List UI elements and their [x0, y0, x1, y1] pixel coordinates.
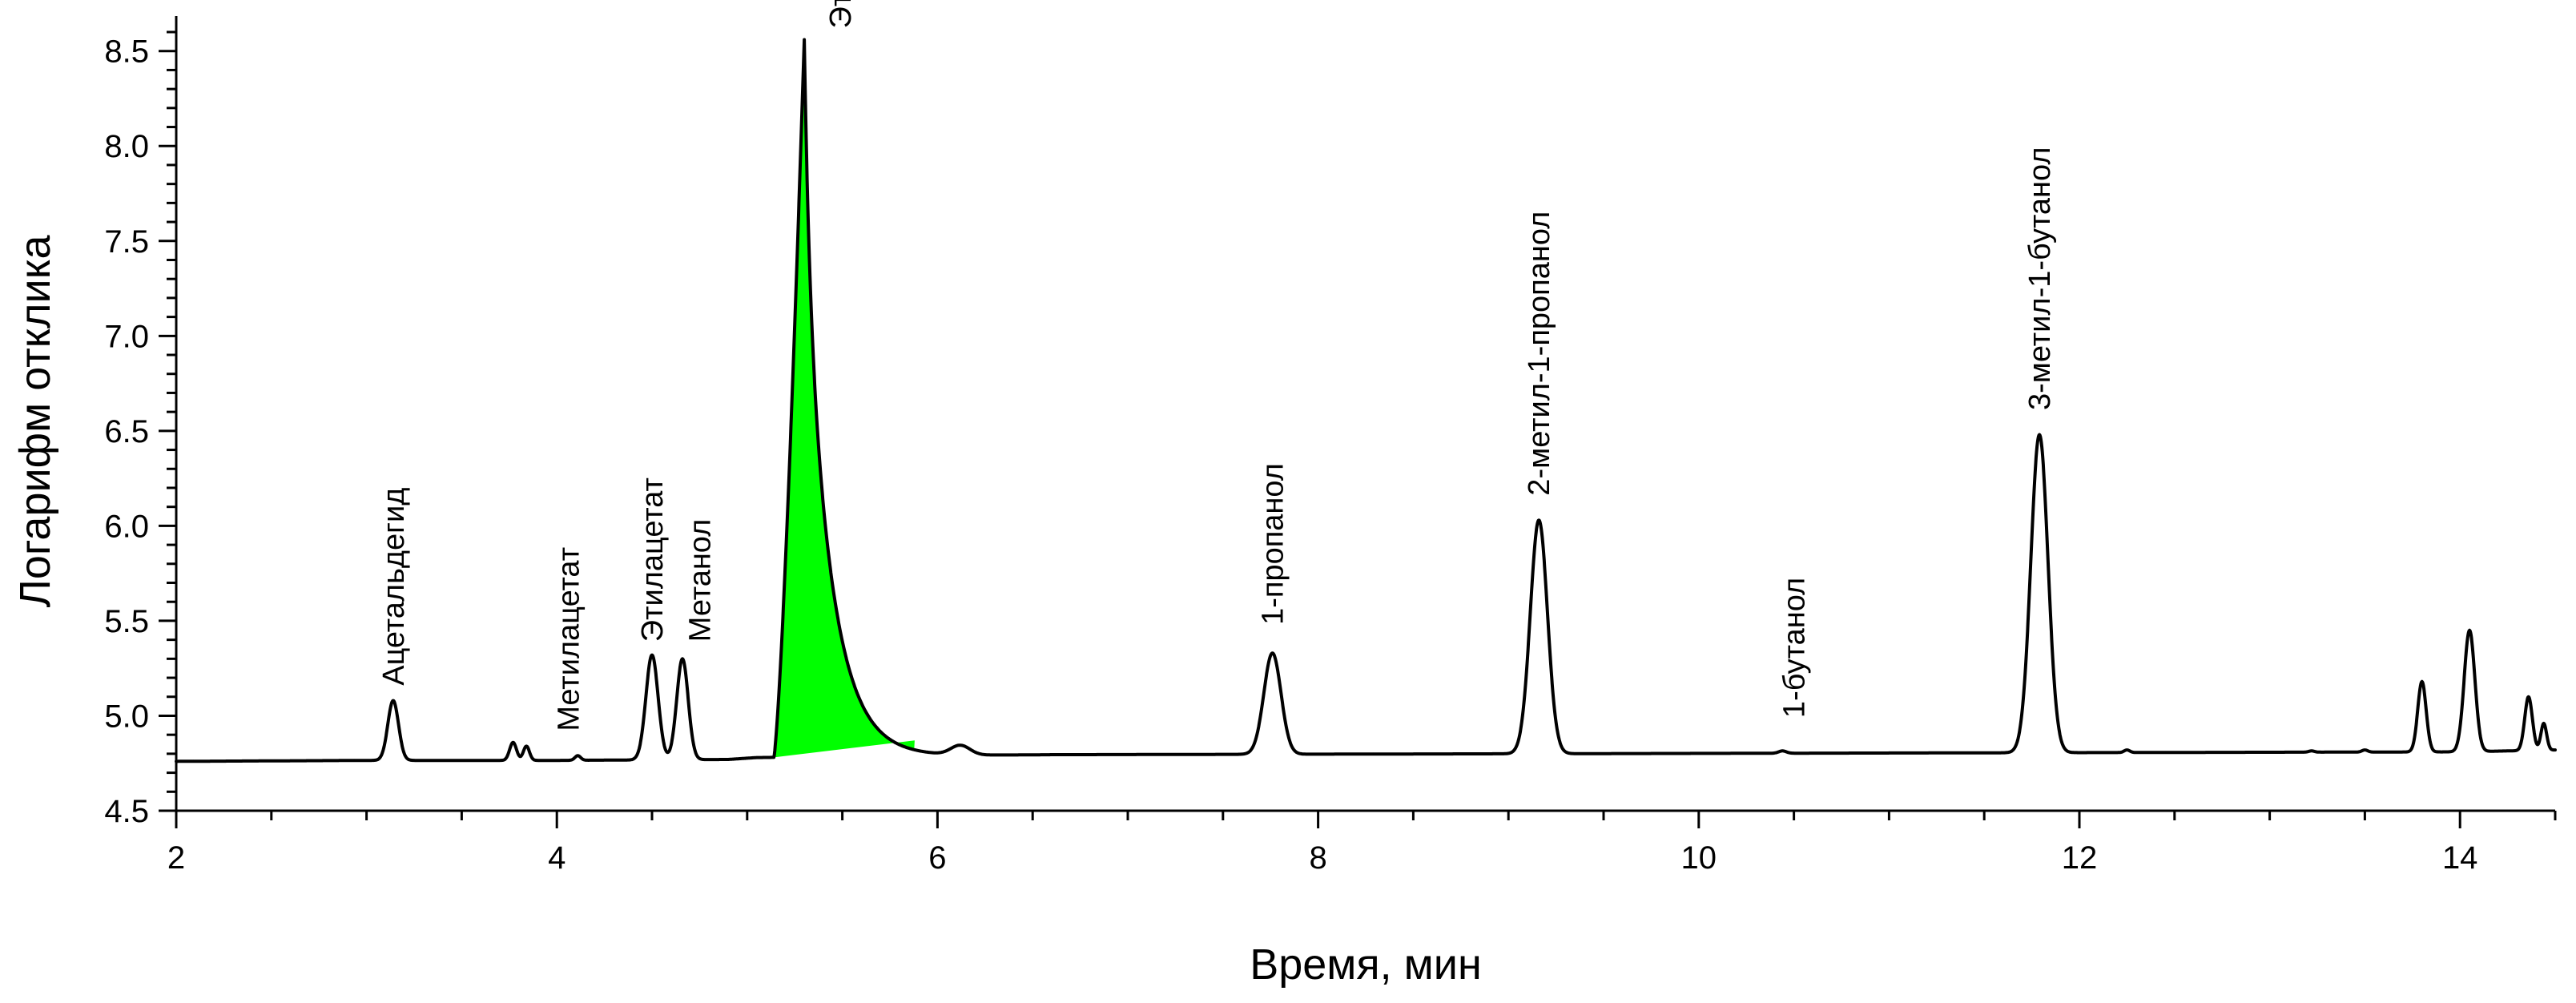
tick-marks	[159, 30, 2557, 828]
peak-label: 1-бутанол	[1778, 578, 1812, 718]
y-tick-label: 8.5	[104, 34, 149, 70]
y-tick-label: 5.5	[104, 604, 149, 639]
peak-annotations: Ацетальдегид Метилацетат Этилацетат Метанол…	[377, 0, 2057, 731]
y-tick-label: 4.5	[104, 794, 149, 829]
axes	[175, 16, 2555, 812]
x-tick-label: 12	[2062, 840, 2098, 876]
y-tick-label: 7.0	[104, 319, 149, 354]
peak-label: Этилацетат	[636, 477, 670, 642]
chromatogram-trace	[175, 38, 2557, 763]
y-tick-label: 8.0	[104, 129, 149, 164]
x-tick-label: 4	[548, 840, 566, 876]
tick-labels: 2 4 6 8 10 12 14 4.5 5.0 5.5 6.0 6.5 7.0 7.5 8.0 8.5	[104, 34, 2477, 876]
peak-label: 1-пропанол	[1257, 463, 1290, 625]
peak-label: Метанол	[683, 519, 717, 642]
x-tick-label: 6	[928, 840, 946, 876]
x-tick-label: 2	[167, 840, 185, 876]
ethanol-peak-area	[774, 39, 915, 758]
y-tick-label: 6.5	[104, 414, 149, 449]
y-axis-title: Логарифм отклика	[11, 234, 59, 607]
y-tick-label: 6.0	[104, 509, 149, 544]
x-tick-label: 14	[2442, 840, 2478, 876]
x-tick-label: 10	[1681, 840, 1717, 876]
y-tick-label: 7.5	[104, 224, 149, 260]
peak-label: Метилацетат	[552, 547, 586, 731]
x-axis-title: Время, мин	[1250, 941, 1482, 989]
peak-label: 3-метил-1-бутанол	[2023, 147, 2057, 410]
y-tick-label: 5.0	[104, 699, 149, 734]
peak-label: Этанол	[824, 0, 858, 28]
peak-label: 2-метил-1-пропанол	[1523, 211, 1556, 496]
ethanol-area-fill	[774, 39, 915, 758]
x-tick-label: 8	[1309, 840, 1326, 876]
peak-label: Ацетальдегид	[377, 488, 411, 686]
